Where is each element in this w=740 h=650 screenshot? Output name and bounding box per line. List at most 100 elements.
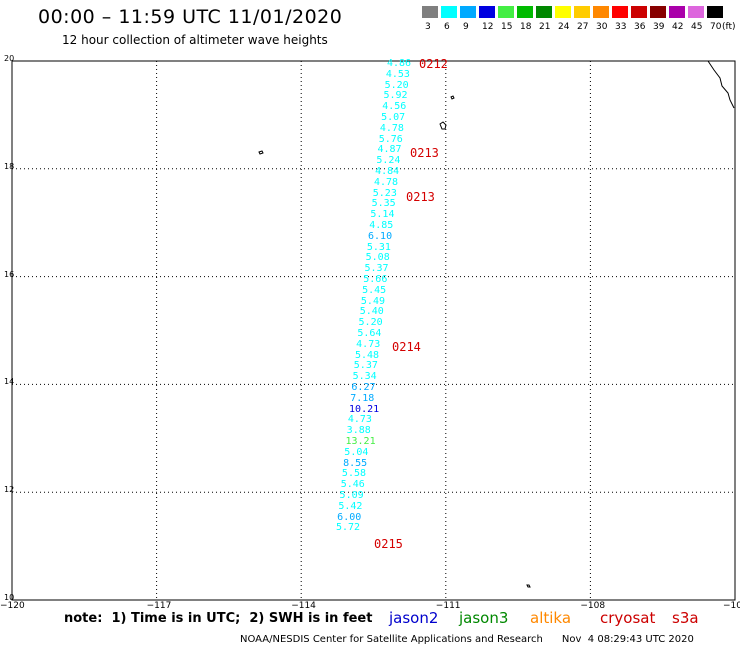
latitude-label: 10 [4,593,15,602]
legend-label: 6 [444,22,450,32]
wave-height-value: 5.34 [352,371,377,383]
island-4 [526,584,531,588]
wave-height-value: 5.92 [383,90,408,102]
time-stamp: 0215 [374,537,403,551]
time-stamp: 0214 [392,340,421,354]
wave-height-value: 5.20 [358,317,383,329]
time-stamp: 0212 [419,57,448,71]
latitude-label: 18 [4,161,15,171]
wave-height-value: 3.88 [346,425,371,437]
wave-height-value: 4.73 [356,338,381,350]
credit-line: NOAA/NESDIS Center for Satellite Applica… [240,634,694,645]
lat-lon-grid [12,61,735,600]
longitude-label: −114 [291,601,316,611]
wave-height-value: 5.66 [363,274,388,285]
legend-swatch [422,6,438,18]
coastline [258,60,735,588]
legend-swatch [574,6,590,18]
legend-label: 42 [672,22,684,32]
legend-swatch [441,6,457,18]
legend-swatch [536,6,552,18]
wave-height-value: 5.46 [340,479,365,491]
island-3 [258,150,264,155]
legend-swatch [517,6,533,18]
longitude-label: −117 [146,601,172,611]
legend-label: 33 [615,22,627,32]
legend-label: 45 [691,22,703,32]
wave-height-value: 6.10 [368,230,393,242]
legend-swatch [707,6,723,18]
legend-label: 12 [482,22,494,32]
map-subtitle: 12 hour collection of altimeter wave hei… [62,33,328,47]
wave-height-value: 5.09 [339,490,364,501]
legend-label: 15 [501,22,513,32]
wave-height-value: 5.76 [378,133,403,145]
longitude-label: −108 [580,601,606,611]
wave-height-value: 4.87 [377,144,402,156]
wave-height-value: 5.45 [362,284,387,296]
island-2 [439,121,447,130]
satellite-cryosat: cryosat [600,609,656,627]
legend-label: 24 [558,22,570,32]
legend-label: 18 [520,22,532,32]
coastline-mainland [707,60,735,109]
wave-height-value: 6.27 [351,382,376,393]
legend-swatch [479,6,495,18]
legend-label: 9 [463,22,469,32]
wave-height-value: 5.48 [354,349,380,361]
wave-height-value: 5.23 [372,187,397,199]
latitude-label: 12 [4,485,15,495]
island-1 [450,95,455,100]
satellite-jason2: jason2 [389,609,439,627]
legend-swatch [688,6,704,18]
wave-height-value: 10.21 [349,403,380,415]
time-stamp: 0213 [410,146,439,160]
legend-swatch [498,6,514,18]
time-stamp: 0213 [406,190,435,204]
wave-height-value: 13.21 [345,436,376,447]
wave-height-value: 4.73 [347,414,372,426]
legend-label: 21 [539,22,551,32]
legend-label: 39 [653,22,665,32]
legend-swatch [612,6,628,18]
legend-label: 70 [710,22,722,32]
latitude-label: 20 [4,54,15,63]
wave-height-value: 5.07 [381,112,406,123]
longitude-label: −10 [723,601,740,611]
map-frame [11,60,736,601]
latitude-label: 14 [4,377,15,387]
longitude-label: −111 [435,601,461,611]
legend-swatch [650,6,666,18]
wave-height-value: 4.78 [379,122,404,134]
wave-height-value: 4.84 [375,166,400,177]
satellite-s3a: s3a [672,609,699,627]
satellite-altika: altika [530,609,572,627]
legend-label: 3 [425,22,431,32]
wave-height-value: 5.49 [360,295,385,307]
legend-label: 30 [596,22,608,32]
legend-swatch [631,6,647,18]
map-title: 00:00 – 11:59 UTC 11/01/2020 [38,6,343,28]
wave-height-value: 5.42 [338,500,363,512]
legend-swatch [555,6,571,18]
legend-swatch [669,6,685,18]
wave-height-value: 5.40 [359,306,384,318]
wave-height-value: 5.35 [371,198,396,210]
wave-height-value: 5.08 [365,252,390,264]
wave-height-value: 5.37 [353,360,378,372]
legend-swatch [593,6,609,18]
wave-height-value: 4.85 [369,220,394,231]
legend-swatch [460,6,476,18]
wave-height-value: 4.78 [373,176,399,188]
longitude-label: −120 [0,601,25,611]
wave-height-value: 5.58 [341,468,367,480]
wave-height-value: 5.37 [364,263,389,275]
wave-height-value: 5.64 [357,328,382,339]
wave-height-value: 5.14 [370,209,395,221]
wave-height-value: 7.18 [350,392,375,404]
wave-height-value: 5.72 [336,522,361,534]
wave-height-value: 4.86 [387,58,412,69]
legend-unit: (ft) [722,22,736,32]
satellite-jason3: jason3 [459,609,509,627]
